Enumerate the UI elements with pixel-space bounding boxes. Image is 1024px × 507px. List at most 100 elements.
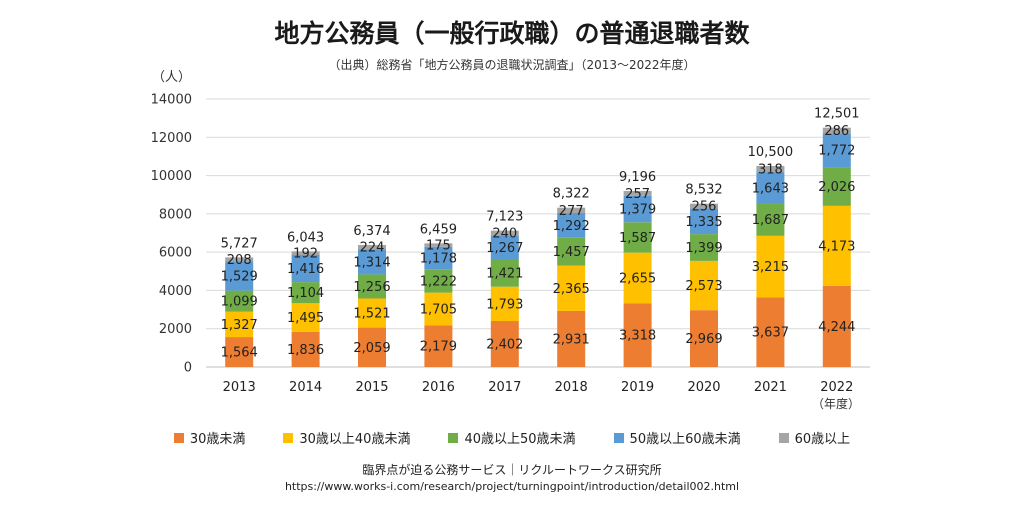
- total-label: 10,500: [748, 145, 794, 160]
- bar-segment: [358, 244, 386, 250]
- data-label: 1,687: [752, 213, 789, 228]
- data-label: 192: [293, 247, 318, 262]
- bar-segment: [291, 254, 320, 283]
- bar-segment: [690, 234, 718, 261]
- bar-segment: [490, 286, 519, 322]
- bar-segment: [557, 207, 586, 213]
- legend-item: 30歳未満: [173, 428, 246, 447]
- y-axis-unit: （人）: [152, 70, 192, 85]
- data-label: 2,059: [353, 341, 390, 356]
- data-label: 208: [227, 253, 252, 268]
- data-label: 256: [692, 200, 717, 215]
- bar-segment: [756, 172, 785, 204]
- bar-segment: [424, 269, 453, 293]
- footer-url: https://www.works-i.com/research/project…: [284, 480, 740, 493]
- data-label: 277: [559, 204, 584, 219]
- legend-swatch: [448, 432, 459, 443]
- data-label: 175: [426, 239, 451, 254]
- data-label: 1,335: [685, 215, 722, 230]
- chart-legend: 30歳未満 30歳以上40歳未満 40歳以上50歳未満 50歳以上60歳未満 60歳以上: [0, 428, 1024, 447]
- bar-segment: [490, 230, 519, 236]
- bar-segment: [291, 282, 320, 304]
- x-tick-label: 2016: [422, 380, 455, 395]
- bar-segment: [756, 166, 785, 173]
- bar-segment: [358, 298, 386, 328]
- data-label: 1,327: [221, 318, 258, 333]
- legend-swatch: [613, 432, 624, 443]
- bar-segment: [358, 274, 386, 299]
- data-label: 2,179: [420, 340, 457, 355]
- bar-segment: [623, 195, 652, 223]
- y-tick-label: 8000: [159, 207, 192, 222]
- data-label: 4,173: [818, 239, 855, 254]
- data-label: 1,099: [221, 295, 258, 310]
- data-label: 1,772: [818, 144, 855, 159]
- bar-segment: [424, 243, 453, 247]
- total-label: 8,532: [685, 183, 722, 198]
- legend-label: 30歳未満: [189, 432, 246, 447]
- legend-swatch: [283, 432, 294, 443]
- data-label: 1,399: [685, 241, 722, 256]
- bar-segment: [822, 205, 851, 286]
- total-label: 7,123: [486, 210, 523, 225]
- bar-segment: [225, 337, 254, 367]
- data-label: 1,836: [287, 343, 324, 358]
- data-label: 3,215: [752, 260, 789, 275]
- bar-segment: [690, 208, 718, 235]
- data-label: 2,655: [619, 272, 656, 287]
- x-tick-label: 2019: [621, 380, 654, 395]
- data-label: 1,178: [420, 251, 457, 266]
- data-label: 1,256: [353, 280, 390, 295]
- bar-segment: [822, 133, 851, 168]
- data-label: 240: [492, 226, 517, 241]
- total-label: 5,727: [221, 236, 258, 251]
- data-label: 1,416: [287, 262, 324, 277]
- y-tick-label: 10000: [151, 169, 192, 184]
- data-label: 1,222: [420, 274, 457, 289]
- data-label: 1,314: [353, 255, 390, 270]
- bar-segment: [756, 235, 785, 298]
- data-label: 1,292: [553, 219, 590, 234]
- data-label: 1,421: [486, 267, 523, 282]
- data-label: 2,931: [553, 332, 590, 347]
- data-label: 286: [824, 124, 849, 139]
- bar-segment: [291, 251, 320, 255]
- data-label: 1,564: [221, 346, 258, 361]
- bar-segment: [225, 257, 254, 262]
- total-label: 6,043: [287, 230, 324, 245]
- bar-segment: [225, 311, 254, 338]
- x-tick-label: 2014: [289, 380, 322, 395]
- chart-subtitle: （出典）総務省「地方公務員の退職状況調査」（2013〜2022年度）: [328, 58, 696, 72]
- bar-segment: [291, 331, 320, 367]
- data-label: 1,793: [486, 297, 523, 312]
- x-tick-label: 2020: [687, 380, 720, 395]
- legend-item: 50歳以上60歳未満: [613, 428, 741, 447]
- bar-segment: [225, 261, 254, 291]
- bar-segment: [557, 310, 586, 367]
- total-label: 6,374: [353, 224, 390, 239]
- x-tick-label: 2018: [555, 380, 588, 395]
- data-label: 4,244: [818, 320, 855, 335]
- y-tick-label: 4000: [159, 284, 192, 299]
- bar-segment: [424, 325, 453, 367]
- y-tick-label: 0: [184, 361, 192, 376]
- bar-segment: [690, 260, 718, 311]
- bar-segment: [424, 292, 453, 326]
- data-label: 1,457: [553, 245, 590, 260]
- bar-segment: [690, 203, 718, 209]
- bar-segment: [756, 203, 785, 236]
- bar-segment: [291, 303, 320, 332]
- legend-swatch: [778, 432, 789, 443]
- data-label: 2,365: [553, 282, 590, 297]
- bar-segment: [424, 246, 453, 270]
- legend-swatch: [173, 432, 184, 443]
- bar-segment: [623, 303, 652, 367]
- legend-label: 30歳以上40歳未満: [299, 432, 411, 447]
- bar-segment: [756, 297, 785, 367]
- bar-segment: [623, 190, 652, 196]
- data-label: 1,521: [353, 307, 390, 322]
- bar-segment: [490, 321, 519, 367]
- bar-segment: [822, 127, 851, 134]
- y-tick-label: 14000: [151, 93, 192, 108]
- legend-item: 30歳以上40歳未満: [283, 428, 410, 447]
